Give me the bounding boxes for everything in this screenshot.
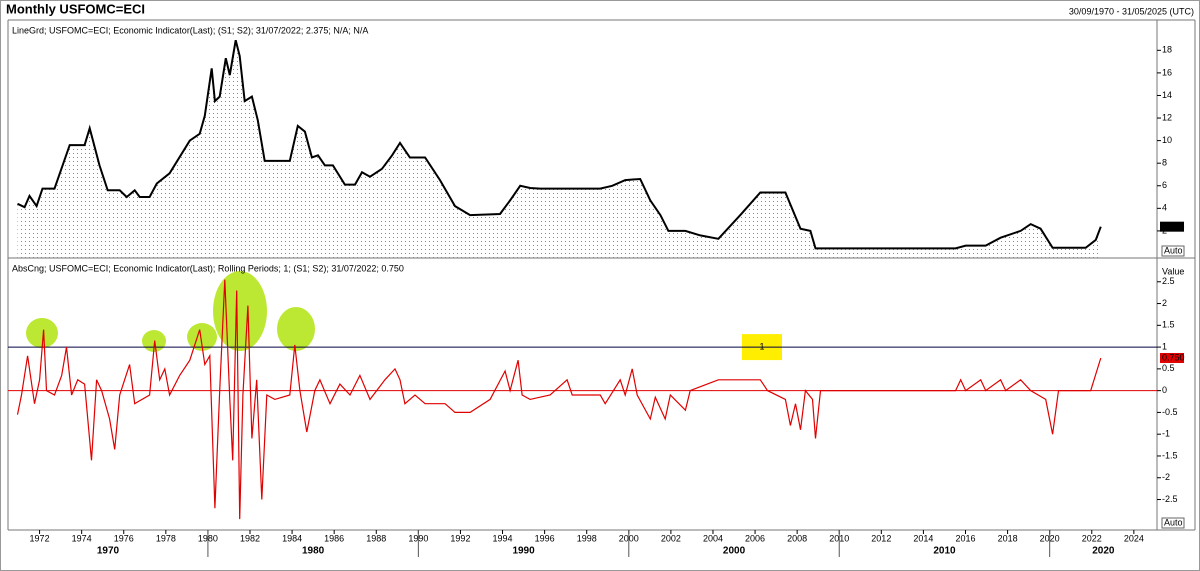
end-value-tag bbox=[1160, 221, 1184, 232]
decade-label: 1990 bbox=[512, 546, 535, 557]
chart-title: Monthly USFOMC=ECI bbox=[6, 1, 145, 16]
x-tick-label: 1996 bbox=[535, 533, 555, 543]
y-tick-label: -2.5 bbox=[1162, 494, 1178, 504]
highlight bbox=[26, 318, 58, 348]
x-tick-label: 1982 bbox=[240, 533, 260, 543]
reference-label: 1 bbox=[759, 341, 764, 351]
x-tick-label: 1978 bbox=[156, 533, 176, 543]
x-tick-label: 2008 bbox=[787, 533, 807, 543]
y-tick-label: 14 bbox=[1162, 90, 1172, 100]
decade-label: 1970 bbox=[97, 546, 120, 557]
y-tick-label: -0.5 bbox=[1162, 407, 1178, 417]
x-tick-label: 1986 bbox=[324, 533, 344, 543]
highlight bbox=[213, 271, 267, 351]
y-tick-label: 1 bbox=[1162, 341, 1167, 351]
x-tick-label: 1984 bbox=[282, 533, 302, 543]
y-tick-label: 12 bbox=[1162, 112, 1172, 122]
x-tick-label: 1988 bbox=[366, 533, 386, 543]
y-tick-label: 16 bbox=[1162, 67, 1172, 77]
y-tick-label: 10 bbox=[1162, 135, 1172, 145]
auto-button-label[interactable]: Auto bbox=[1164, 245, 1183, 255]
x-tick-label: 2012 bbox=[871, 533, 891, 543]
x-tick-label: 1972 bbox=[30, 533, 50, 543]
end-value-label: 0.750 bbox=[1162, 352, 1185, 362]
decade-label: 2000 bbox=[723, 546, 746, 557]
x-tick-label: 2024 bbox=[1124, 533, 1144, 543]
y-tick-label: 18 bbox=[1162, 45, 1172, 55]
x-tick-label: 1974 bbox=[72, 533, 92, 543]
legend: LineGrd; USFOMC=ECI; Economic Indicator(… bbox=[12, 25, 368, 35]
highlight bbox=[142, 330, 166, 352]
area-fill bbox=[17, 40, 1101, 259]
y-tick-label: -1.5 bbox=[1162, 450, 1178, 460]
y-tick-label: 8 bbox=[1162, 158, 1167, 168]
x-tick-label: 2006 bbox=[745, 533, 765, 543]
y-tick-label: 4 bbox=[1162, 203, 1167, 213]
y-tick-label: 0.5 bbox=[1162, 363, 1175, 373]
line-series bbox=[17, 39, 1102, 250]
auto-button-label[interactable]: Auto bbox=[1164, 517, 1183, 527]
x-tick-label: 2018 bbox=[998, 533, 1018, 543]
auto-button[interactable] bbox=[1161, 517, 1185, 529]
decade-label: 1980 bbox=[302, 546, 325, 557]
date-range: 30/09/1970 - 31/05/2025 (UTC) bbox=[1069, 6, 1194, 16]
y-tick-label: -1 bbox=[1162, 429, 1170, 439]
x-tick-label: 2022 bbox=[1082, 533, 1102, 543]
x-tick-label: 1992 bbox=[450, 533, 470, 543]
x-tick-label: 1976 bbox=[114, 533, 134, 543]
x-tick-label: 1998 bbox=[577, 533, 597, 543]
auto-button[interactable] bbox=[1161, 245, 1185, 257]
line-series bbox=[16, 279, 1102, 520]
y-tick-label: 1.5 bbox=[1162, 320, 1175, 330]
decade-label: 2020 bbox=[1092, 546, 1115, 557]
y-tick-label: -2 bbox=[1162, 472, 1170, 482]
axis-title: Value bbox=[1162, 266, 1184, 276]
decade-label: 2010 bbox=[933, 546, 956, 557]
x-tick-label: 2016 bbox=[955, 533, 975, 543]
x-tick-label: 2004 bbox=[703, 533, 723, 543]
legend: AbsCng; USFOMC=ECI; Economic Indicator(L… bbox=[12, 263, 404, 273]
end-value-tag bbox=[1160, 352, 1184, 363]
y-tick-label: 2.5 bbox=[1162, 276, 1175, 286]
y-tick-label: 6 bbox=[1162, 180, 1167, 190]
x-tick-label: 1994 bbox=[493, 533, 513, 543]
end-value-label: 2.375 bbox=[1162, 221, 1185, 231]
highlight bbox=[277, 307, 315, 351]
x-tick-label: 2002 bbox=[661, 533, 681, 543]
y-tick-label: 0 bbox=[1162, 385, 1167, 395]
x-tick-label: 2014 bbox=[913, 533, 933, 543]
y-tick-label: 2 bbox=[1162, 298, 1167, 308]
